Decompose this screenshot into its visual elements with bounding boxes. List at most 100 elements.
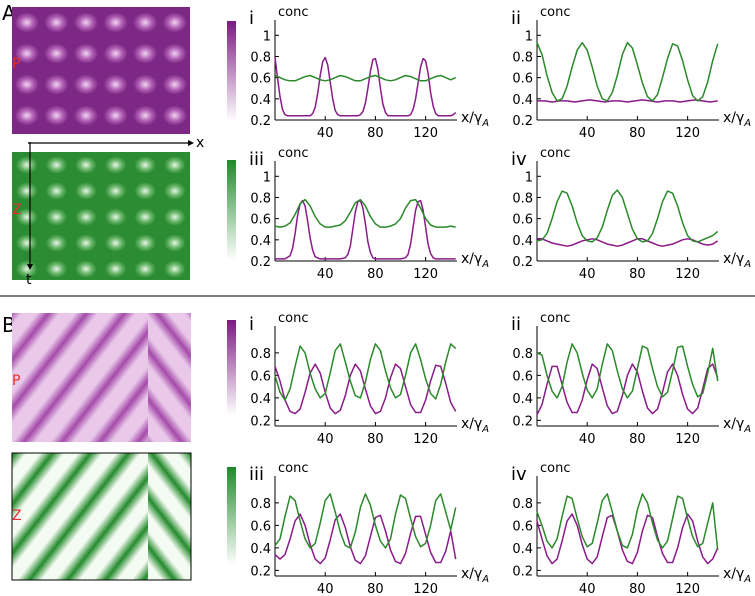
series-line-b-ii-p — [536, 363, 719, 416]
series-line-b-iv-p — [536, 513, 719, 565]
y-tick-label-b-i: 0.6 — [250, 369, 271, 384]
series-line-a-i-z — [274, 74, 457, 82]
y-tick-label-a-i: 0.2 — [250, 114, 271, 129]
x-axis-label-a-iv: x/γA — [723, 251, 751, 270]
map-label-b-p: P — [12, 373, 20, 389]
x-tick-label-b-iii: 80 — [367, 582, 384, 596]
axis-label-x: x — [196, 135, 204, 151]
y-tick-label-a-ii: 0.4 — [512, 93, 533, 108]
y-axis-label-a-iii: conc — [278, 146, 309, 161]
x-tick-label-a-iv: 40 — [579, 267, 596, 282]
series-line-a-iii-z — [274, 198, 456, 228]
x-tick-label-a-iii: 120 — [413, 267, 438, 282]
x-tick-label-b-ii: 40 — [579, 432, 596, 447]
y-axis-label-a-iv: conc — [540, 146, 571, 161]
series-line-b-i-p — [274, 363, 457, 415]
x-tick-label-a-iii: 80 — [367, 267, 384, 282]
y-tick-label-a-iii: 1 — [263, 170, 271, 185]
subpanel-label-a-ii: ii — [511, 8, 521, 29]
series-line-b-iv-z — [536, 493, 719, 551]
series-line-b-iii-z — [274, 493, 457, 549]
series-line-b-ii-z — [536, 343, 719, 399]
colorbar-b-p — [227, 320, 236, 415]
y-tick-label-b-iii: 0.2 — [250, 564, 271, 579]
x-tick-label-a-ii: 80 — [629, 126, 646, 141]
y-tick-label-b-ii: 0.6 — [512, 369, 533, 384]
y-axis-label-b-iii: conc — [278, 461, 309, 476]
x-tick-label-a-ii: 40 — [579, 126, 596, 141]
y-tick-label-b-i: 0.4 — [250, 392, 271, 407]
series-line-a-iv-z — [536, 189, 719, 243]
x-tick-label-b-ii: 80 — [629, 432, 646, 447]
x-tick-label-a-i: 80 — [367, 126, 384, 141]
y-tick-label-b-iv: 0.2 — [512, 564, 533, 579]
y-tick-label-a-ii: 1 — [525, 29, 533, 44]
axis-label-t: t — [26, 272, 32, 288]
y-tick-label-b-ii: 0.2 — [512, 414, 533, 429]
x-axis-label-b-ii: x/γA — [723, 416, 751, 435]
colorbar-a-p — [227, 21, 236, 121]
x-axis-label-b-iii: x/γA — [461, 566, 489, 585]
y-tick-label-a-ii: 0.6 — [512, 72, 533, 87]
x-tick-label-b-iii: 40 — [317, 582, 334, 596]
y-tick-label-b-iv: 0.8 — [512, 497, 533, 512]
x-tick-label-a-iii: 40 — [317, 267, 334, 282]
map-label-a-p: P — [12, 56, 20, 72]
y-tick-label-a-iv: 0.2 — [512, 255, 533, 270]
y-tick-label-a-iii: 0.8 — [250, 191, 271, 206]
x-tick-label-b-ii: 120 — [675, 432, 700, 447]
subpanel-label-b-iii: iii — [249, 464, 264, 485]
x-axis-label-a-iii: x/γA — [461, 251, 489, 270]
y-tick-label-b-ii: 0.4 — [512, 392, 533, 407]
series-line-a-i-p — [274, 56, 457, 117]
subpanel-label-b-i: i — [249, 314, 254, 335]
y-tick-label-b-i: 0.8 — [250, 347, 271, 362]
y-tick-label-a-iv: 0.8 — [512, 191, 533, 206]
y-tick-label-a-ii: 0.8 — [512, 50, 533, 65]
axis-arrows — [27, 140, 194, 270]
y-tick-label-a-iii: 0.4 — [250, 234, 271, 249]
y-tick-label-a-i: 0.6 — [250, 72, 271, 87]
x-tick-label-a-i: 40 — [317, 126, 334, 141]
y-tick-label-b-ii: 0.8 — [512, 347, 533, 362]
series-line-b-i-z — [274, 343, 457, 401]
subpanel-label-b-iv: iv — [511, 464, 527, 485]
y-axis-label-a-i: conc — [278, 5, 309, 20]
y-tick-label-a-iv: 0.6 — [512, 213, 533, 228]
x-axis-label-b-iv: x/γA — [723, 566, 751, 585]
series-line-a-iv-p — [537, 238, 719, 247]
x-tick-label-b-i: 40 — [317, 432, 334, 447]
colorbar-b-z — [227, 467, 236, 565]
heatmap-a-z — [12, 152, 190, 280]
y-axis-label-a-ii: conc — [540, 5, 571, 20]
x-tick-label-b-iv: 80 — [629, 582, 646, 596]
x-axis-label-b-i: x/γA — [461, 416, 489, 435]
y-tick-label-a-i: 1 — [263, 29, 271, 44]
x-axis-label-a-ii: x/γA — [723, 110, 751, 129]
y-tick-label-b-iii: 0.6 — [250, 519, 271, 534]
x-tick-label-a-i: 120 — [413, 126, 438, 141]
heatmap-a-p — [12, 7, 190, 134]
x-tick-label-b-iii: 120 — [413, 582, 438, 596]
y-axis-label-b-i: conc — [278, 311, 309, 326]
x-axis-label-a-i: x/γA — [461, 110, 489, 129]
x-tick-label-b-iv: 40 — [579, 582, 596, 596]
y-tick-label-b-i: 0.2 — [250, 414, 271, 429]
x-tick-label-b-iv: 120 — [675, 582, 700, 596]
y-tick-label-b-iii: 0.8 — [250, 497, 271, 512]
y-tick-label-a-i: 0.8 — [250, 50, 271, 65]
series-line-a-ii-z — [536, 41, 719, 102]
subpanel-label-a-iv: iv — [511, 149, 527, 170]
y-tick-label-a-iii: 0.2 — [250, 255, 271, 270]
series-line-a-iii-p — [275, 199, 456, 260]
y-axis-label-b-iv: conc — [540, 461, 571, 476]
map-label-a-z: Z — [12, 202, 22, 218]
y-axis-label-b-ii: conc — [540, 311, 571, 326]
y-tick-label-b-iv: 0.6 — [512, 519, 533, 534]
y-tick-label-a-iii: 0.6 — [250, 213, 271, 228]
y-tick-label-a-i: 0.4 — [250, 93, 271, 108]
map-label-b-z: Z — [12, 508, 22, 524]
subpanel-label-a-i: i — [249, 8, 254, 29]
x-tick-label-b-i: 80 — [367, 432, 384, 447]
